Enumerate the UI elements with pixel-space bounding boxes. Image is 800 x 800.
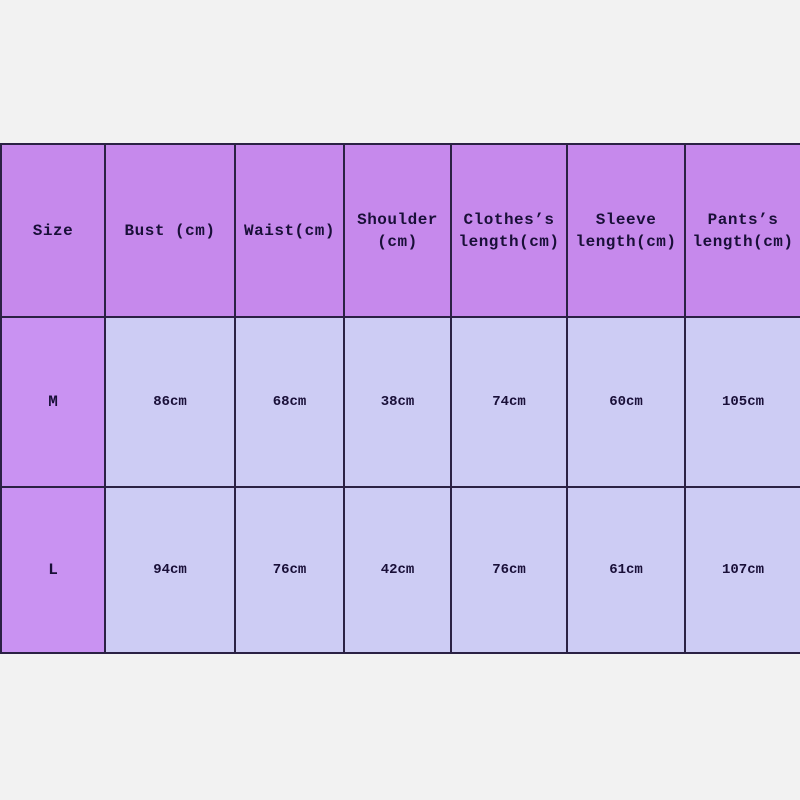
cell-m-sleeve-length: 60cm: [566, 316, 686, 488]
cell-m-bust: 86cm: [104, 316, 236, 488]
cell-l-shoulder: 42cm: [343, 486, 452, 654]
size-label-m: M: [0, 316, 106, 488]
column-header-clothes-length: Clothes’s length(cm): [450, 143, 568, 318]
cell-l-clothes-length: 76cm: [450, 486, 568, 654]
table-row-size-m: M 86cm 68cm 38cm 74cm 60cm 105cm: [0, 316, 800, 488]
cell-l-pants-length: 107cm: [684, 486, 800, 654]
size-label-l: L: [0, 486, 106, 654]
table-header-row: Size Bust (cm) Waist(cm) Shoulder (cm) C…: [0, 143, 800, 318]
cell-l-waist: 76cm: [234, 486, 345, 654]
column-header-size: Size: [0, 143, 106, 318]
column-header-shoulder: Shoulder (cm): [343, 143, 452, 318]
cell-m-waist: 68cm: [234, 316, 345, 488]
column-header-sleeve-length: Sleeve length(cm): [566, 143, 686, 318]
cell-m-shoulder: 38cm: [343, 316, 452, 488]
column-header-bust: Bust (cm): [104, 143, 236, 318]
cell-l-sleeve-length: 61cm: [566, 486, 686, 654]
column-header-pants-length: Pants’s length(cm): [684, 143, 800, 318]
cell-m-clothes-length: 74cm: [450, 316, 568, 488]
cell-m-pants-length: 105cm: [684, 316, 800, 488]
cell-l-bust: 94cm: [104, 486, 236, 654]
size-chart-table: Size Bust (cm) Waist(cm) Shoulder (cm) C…: [0, 143, 800, 654]
table-row-size-l: L 94cm 76cm 42cm 76cm 61cm 107cm: [0, 486, 800, 654]
column-header-waist: Waist(cm): [234, 143, 345, 318]
